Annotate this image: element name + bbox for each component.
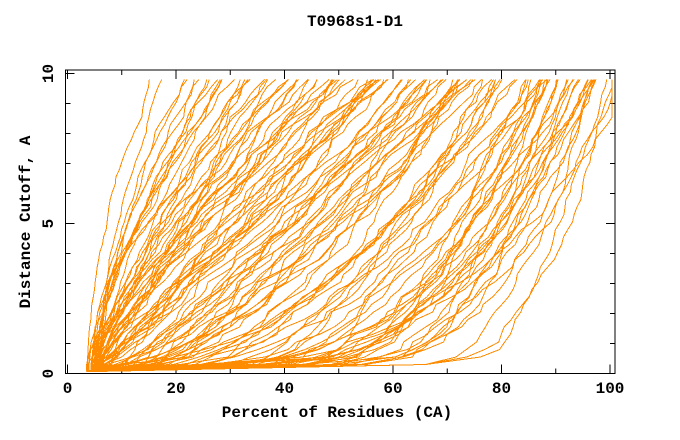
x-axis-label: Percent of Residues (CA) [221,404,453,422]
gdt-curve [95,79,223,372]
gdt-curve [95,79,425,372]
gdt-curve [87,79,597,372]
gdt-curve [100,79,474,372]
gdt-curve [89,79,501,372]
gdt-curve [94,79,388,372]
gdt-curve [93,79,235,372]
gdt-curve [99,79,200,372]
gdt-curve [97,79,613,372]
gdt-curve [91,79,597,372]
gdt-curve [88,79,222,372]
gdt-curve [94,79,409,372]
x-tick-label: 40 [275,380,294,398]
gdt-curve [100,79,468,372]
gdt-curve [87,79,150,372]
gdt-curve [98,79,310,372]
gdt-curve [91,79,527,372]
plot-frame [65,69,616,374]
gdt-curve [99,79,454,372]
gdt-curve [95,79,447,372]
gdt-curve [92,79,444,372]
gdt-curve [101,79,461,372]
gdt-curve [92,79,544,372]
gdt-curve [89,79,385,372]
gdt-curve [98,79,381,372]
gdt-curve [95,79,354,372]
gdt-curve [95,79,532,372]
gdt-curve [97,79,581,372]
gdt-curve [87,79,575,372]
gdt-curve [89,79,608,372]
x-tick-label: 60 [383,380,402,398]
gdt-curve [92,79,359,372]
gdt-curve [95,79,529,372]
gdt-curve [92,79,558,372]
gdt-curve [89,79,492,372]
gdt-curve [95,79,459,372]
x-tick-label: 20 [166,380,185,398]
gdt-curve [97,79,309,372]
gdt-curve [97,79,613,372]
y-tick-label: 0 [40,369,58,379]
gdt-curve [100,79,346,372]
gdt-curves [86,79,613,372]
y-axis-label: Distance Cutoff, A [17,135,35,309]
gdt-curve [99,79,496,372]
gdt-curve [86,79,442,372]
gdt-curve [100,79,484,372]
gdt-curve [101,79,380,372]
gdt-curve [95,79,427,372]
gdt-curve [100,79,551,372]
gdt-curve [100,79,289,372]
gdt-curve [91,79,377,372]
gdt-curve [90,79,546,372]
gdt-curve [89,79,468,372]
gdt-curve [87,79,340,372]
gdt-curve [96,79,334,372]
x-tick-label: 80 [492,380,511,398]
gdt-curve [88,79,251,372]
gdt-curve [102,79,482,372]
y-tick-label: 5 [40,219,58,229]
gdt-curve [100,79,613,372]
gdt-curve [88,79,527,372]
gdt-curve [94,79,289,372]
gdt-curve [90,79,439,372]
chart-title: T0968s1-D1 [306,13,404,31]
gdt-curve [89,79,417,372]
gdt-curve [88,79,403,372]
gdt-curve [93,79,593,372]
x-tick-label: 100 [596,380,625,398]
gdt-curve [100,79,503,372]
gdt-curve [96,79,548,372]
gdt-curve [100,79,269,372]
gdt-curve [97,79,330,372]
gdt-curve [89,79,592,372]
gdt-curve [94,79,595,372]
gdt-curve [93,79,559,372]
y-tick-label: 10 [40,64,58,83]
gdt-curve [93,79,548,372]
gdt-curve [91,79,290,372]
gdt-curve [90,79,541,372]
gdt-curve [89,79,472,372]
gdt-curve [94,79,542,372]
gdt-curve [94,79,516,372]
gdt-curve [97,79,518,372]
gdt-curve [100,79,332,372]
gdt-curve [96,79,335,372]
gdt-curve [91,79,219,372]
gdt-curve [97,79,459,372]
x-tick-label: 0 [63,380,73,398]
gdt-curve [95,79,389,372]
gdt-curve [101,79,298,372]
